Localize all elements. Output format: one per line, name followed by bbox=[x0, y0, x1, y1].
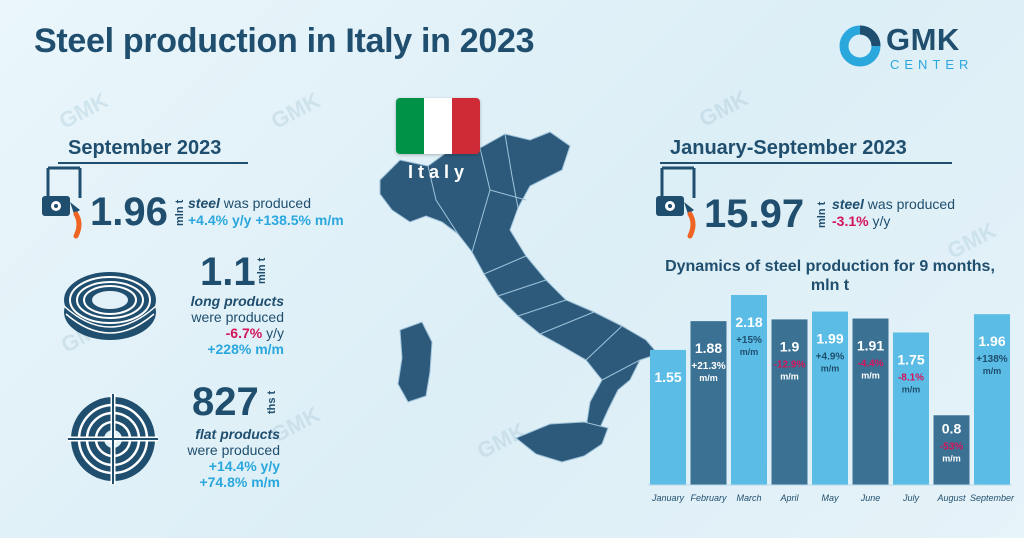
bar-value-label: 1.88 bbox=[695, 340, 722, 356]
gmk-logo: GMK CENTER bbox=[838, 20, 1008, 76]
bar-value-label: 1.91 bbox=[857, 338, 884, 354]
bar-change-unit: m/m bbox=[902, 384, 921, 394]
flat-products-unit: ths t bbox=[266, 390, 278, 414]
bar-change-label: +21.3% bbox=[691, 361, 725, 372]
bar-july bbox=[893, 332, 929, 485]
bar-june bbox=[852, 318, 889, 485]
september-steel-yy: +4.4% y/y bbox=[188, 212, 252, 228]
long-products-label: long products bbox=[150, 293, 284, 309]
month-label: May bbox=[821, 493, 839, 503]
bar-value-label: 1.99 bbox=[816, 331, 843, 347]
month-label: September bbox=[970, 493, 1015, 503]
bar-change-label: +138% bbox=[976, 354, 1008, 365]
ytd-steel-changes: -3.1% y/y bbox=[832, 213, 890, 229]
september-steel-label-rest: was produced bbox=[219, 195, 311, 211]
bar-september bbox=[974, 314, 1010, 485]
ytd-steel-label-em: steel bbox=[832, 196, 864, 212]
logo-subtext: CENTER bbox=[890, 57, 974, 72]
ytd-steel-label: steel was produced bbox=[832, 196, 955, 212]
month-label: January bbox=[651, 493, 685, 503]
ytd-steel-yy: -3.1% bbox=[832, 213, 869, 229]
watermark: GMK bbox=[266, 87, 324, 134]
logo-ring-icon bbox=[839, 25, 881, 67]
watermark: GMK bbox=[54, 87, 112, 134]
chart-title: Dynamics of steel production for 9 month… bbox=[665, 258, 995, 294]
ytd-steel-unit: mln t bbox=[816, 201, 828, 228]
italy-label: Italy bbox=[408, 162, 470, 182]
bar-august bbox=[933, 415, 970, 485]
month-label: February bbox=[690, 493, 727, 503]
steel-ladle-icon bbox=[656, 166, 696, 239]
long-products-value: 1.1 bbox=[200, 250, 256, 294]
italy-flag bbox=[396, 98, 480, 154]
long-products-unit: mln t bbox=[256, 257, 268, 284]
bar-value-label: 1.9 bbox=[780, 338, 800, 354]
long-products-yy-line: -6.7% y/y bbox=[150, 325, 284, 341]
september-steel-label: steel was produced bbox=[188, 195, 311, 211]
long-products-yy-suffix: y/y bbox=[262, 325, 284, 341]
september-steel-label-em: steel bbox=[188, 195, 220, 211]
september-header-rule bbox=[58, 162, 248, 164]
bar-change-unit: m/m bbox=[861, 371, 880, 381]
flat-products-value: 827 bbox=[192, 380, 259, 424]
bar-change-unit: m/m bbox=[942, 453, 961, 463]
month-label: August bbox=[936, 493, 966, 503]
bar-february bbox=[690, 321, 727, 485]
september-steel-mm: +138.5% m/m bbox=[255, 212, 344, 228]
september-steel-changes: +4.4% y/y +138.5% m/m bbox=[188, 212, 344, 228]
watermark: GMK bbox=[694, 85, 752, 132]
bar-change-unit: m/m bbox=[699, 373, 718, 383]
flag-stripe-green bbox=[396, 98, 424, 154]
ytd-steel-value: 15.97 bbox=[704, 192, 805, 236]
bar-change-unit: m/m bbox=[983, 366, 1002, 376]
bar-change-label: -8.1% bbox=[898, 372, 924, 383]
ytd-steel-label-rest: was produced bbox=[863, 196, 955, 212]
month-label: April bbox=[779, 493, 799, 503]
wire-coil-icon bbox=[63, 272, 157, 340]
long-products-yy: -6.7% bbox=[225, 325, 263, 341]
september-steel-unit: mln t bbox=[174, 199, 186, 226]
page-title: Steel production in Italy in 2023 bbox=[34, 22, 535, 60]
bar-value-label: 0.8 bbox=[942, 420, 962, 436]
long-products-mm: +228% m/m bbox=[207, 341, 284, 357]
bar-april bbox=[771, 319, 808, 485]
flag-stripe-red bbox=[452, 98, 480, 154]
month-label: March bbox=[736, 493, 761, 503]
long-products-label-em: long products bbox=[190, 293, 284, 309]
bar-change-unit: m/m bbox=[780, 371, 799, 381]
ytd-header: January-September 2023 bbox=[670, 137, 907, 159]
bar-change-unit: m/m bbox=[821, 364, 840, 374]
ytd-steel-yy-suffix: y/y bbox=[868, 213, 891, 229]
italy-map bbox=[379, 131, 659, 463]
long-products-label-rest: were produced bbox=[191, 309, 284, 325]
flat-products-mm: +74.8% m/m bbox=[199, 474, 280, 490]
logo-text: GMK bbox=[886, 22, 960, 57]
month-label: July bbox=[902, 493, 920, 503]
bar-change-label: -12.9% bbox=[774, 359, 806, 370]
bar-value-label: 1.96 bbox=[978, 333, 1005, 349]
bar-value-label: 1.75 bbox=[897, 351, 924, 367]
bar-change-label: +4.9% bbox=[816, 352, 845, 363]
flat-products-label-rest: were produced bbox=[187, 442, 280, 458]
bar-value-label: 2.18 bbox=[735, 314, 762, 330]
bar-change-label: -53% bbox=[940, 441, 963, 452]
flat-coil-icon bbox=[68, 394, 158, 484]
september-header: September 2023 bbox=[68, 137, 222, 159]
bar-march bbox=[731, 295, 767, 485]
flat-products-label-em: flat products bbox=[195, 426, 280, 442]
flat-products-label: flat products bbox=[150, 426, 280, 442]
september-steel-value: 1.96 bbox=[90, 190, 168, 234]
bar-may bbox=[812, 311, 848, 485]
month-label: June bbox=[860, 493, 881, 503]
steel-ladle-icon bbox=[42, 166, 82, 239]
flag-stripe-white bbox=[424, 98, 452, 154]
ytd-header-rule bbox=[660, 162, 952, 164]
bar-change-label: -4.4% bbox=[857, 359, 883, 370]
bar-change-label: +15% bbox=[736, 335, 762, 346]
bar-change-unit: m/m bbox=[740, 347, 759, 357]
flat-products-yy: +14.4% y/y bbox=[208, 458, 280, 474]
